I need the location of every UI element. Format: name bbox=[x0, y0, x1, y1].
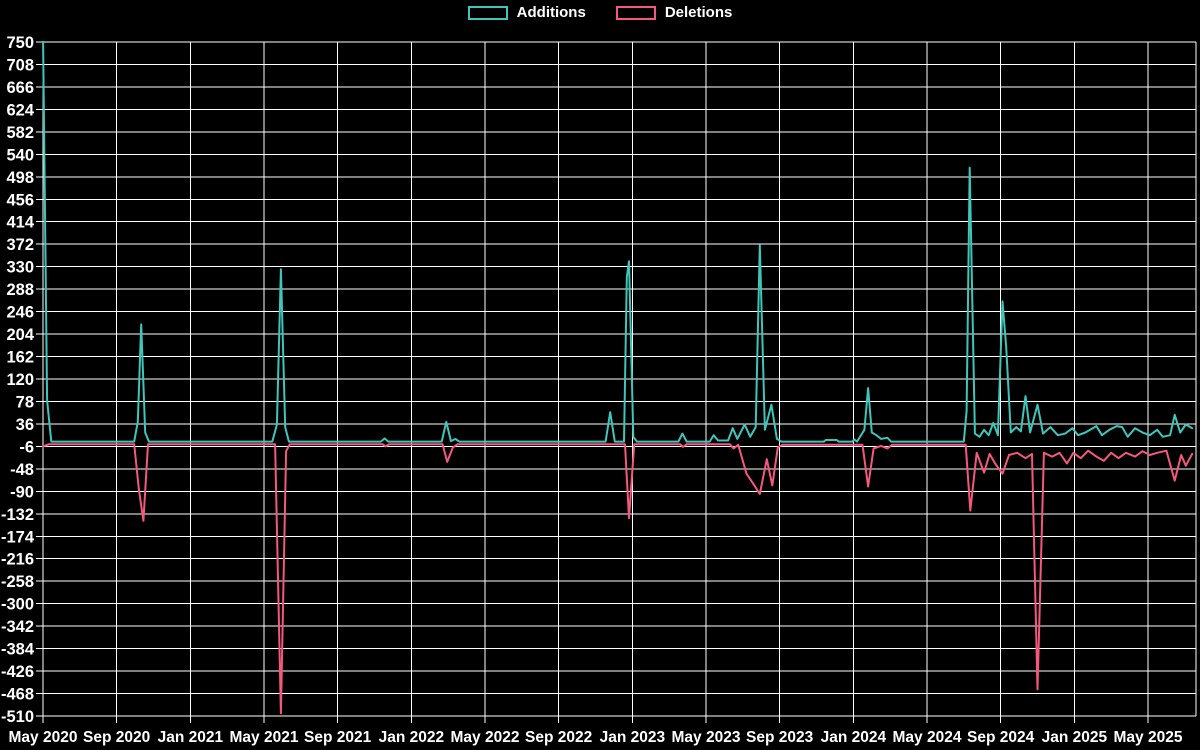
y-tick-label: -216 bbox=[1, 551, 34, 569]
y-tick-label: 582 bbox=[6, 124, 34, 142]
y-tick-label: 540 bbox=[6, 146, 34, 164]
y-tick-label: -90 bbox=[10, 483, 34, 501]
x-tick-label: May 2020 bbox=[9, 729, 78, 746]
x-tick-label: Jan 2023 bbox=[600, 729, 666, 746]
y-tick-label: 624 bbox=[6, 101, 34, 119]
legend-item-deletions[interactable]: Deletions bbox=[615, 4, 733, 21]
y-tick-label: -174 bbox=[1, 528, 35, 546]
x-tick-label: Sep 2021 bbox=[304, 729, 372, 746]
x-tick-label: Sep 2020 bbox=[83, 729, 150, 746]
y-tick-label: 414 bbox=[6, 214, 34, 232]
y-tick-label: -48 bbox=[10, 461, 34, 479]
y-tick-label: 456 bbox=[6, 191, 34, 209]
y-tick-label: 120 bbox=[6, 371, 34, 389]
legend-item-additions[interactable]: Additions bbox=[467, 4, 586, 21]
additions-line bbox=[42, 41, 1194, 443]
deletions-swatch-icon bbox=[615, 5, 656, 20]
y-tick-label: -384 bbox=[1, 641, 35, 659]
x-tick-label: May 2024 bbox=[893, 729, 962, 746]
x-tick-label: Jan 2021 bbox=[158, 729, 224, 746]
y-tick-label: 666 bbox=[6, 79, 34, 97]
y-tick-label: -510 bbox=[1, 708, 34, 726]
y-tick-label: 372 bbox=[6, 236, 34, 254]
y-tick-label: 36 bbox=[16, 416, 34, 434]
x-tick-label: Sep 2023 bbox=[746, 729, 814, 746]
legend-label-deletions: Deletions bbox=[664, 4, 733, 21]
y-tick-label: -258 bbox=[1, 573, 34, 591]
legend-label-additions: Additions bbox=[516, 4, 586, 21]
y-tick-label: 708 bbox=[6, 56, 34, 74]
x-tick-label: May 2021 bbox=[230, 729, 299, 746]
y-tick-label: -300 bbox=[1, 596, 34, 614]
y-tick-label: 288 bbox=[6, 281, 34, 299]
y-tick-label: 498 bbox=[6, 169, 34, 187]
y-tick-label: -468 bbox=[1, 686, 34, 704]
y-tick-label: -426 bbox=[1, 663, 34, 681]
chart-legend: Additions Deletions bbox=[0, 5, 1200, 20]
y-tick-label: -6 bbox=[19, 438, 34, 456]
additions-swatch-icon bbox=[467, 5, 508, 20]
y-tick-label: 204 bbox=[6, 326, 34, 344]
y-tick-label: 246 bbox=[6, 304, 34, 322]
x-tick-label: May 2025 bbox=[1114, 729, 1183, 746]
y-tick-label: 78 bbox=[16, 393, 34, 411]
y-tick-label: -342 bbox=[1, 618, 34, 636]
x-tick-label: Sep 2022 bbox=[525, 729, 592, 746]
deletions-line bbox=[42, 443, 1194, 715]
y-tick-label: 750 bbox=[6, 34, 34, 52]
x-tick-label: Jan 2025 bbox=[1042, 729, 1108, 746]
y-tick-label: 162 bbox=[6, 349, 34, 367]
x-tick-label: Jan 2024 bbox=[821, 729, 887, 746]
x-tick-label: Jan 2022 bbox=[379, 729, 445, 746]
x-tick-label: Sep 2024 bbox=[967, 729, 1035, 746]
y-tick-label: 330 bbox=[6, 259, 34, 277]
x-tick-label: May 2022 bbox=[451, 729, 520, 746]
x-tick-label: May 2023 bbox=[672, 729, 741, 746]
y-tick-label: -132 bbox=[1, 506, 34, 524]
